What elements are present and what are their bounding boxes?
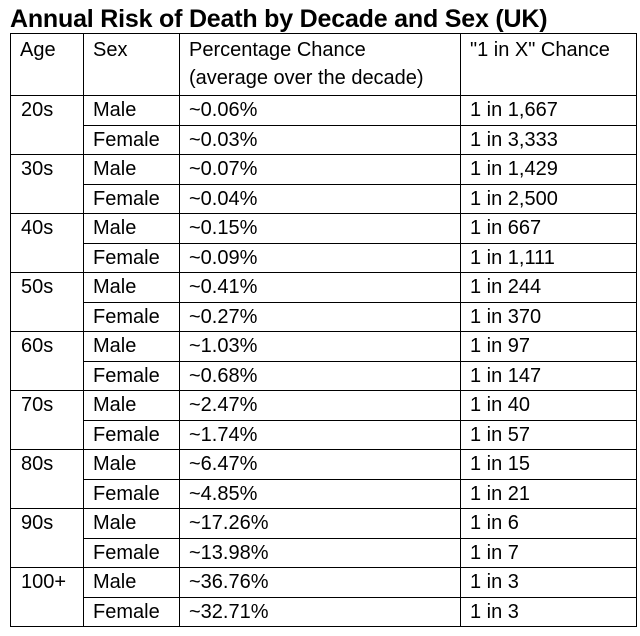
age-cell: 80s (10, 449, 84, 509)
age-cell: 100+ (10, 567, 84, 627)
percentage-cell: ~0.09% (179, 242, 461, 273)
percentage-cell: ~36.76% (179, 567, 461, 598)
one-in-x-cell: 1 in 1,667 (460, 95, 637, 126)
sex-cell: Female (83, 419, 180, 450)
table-row: 60s Male ~1.03% 1 in 97 (10, 331, 637, 391)
one-in-x-cell: 1 in 1,429 (460, 154, 637, 185)
table-row: 70s Male ~2.47% 1 in 40 (10, 390, 637, 450)
sex-cell: Male (83, 213, 180, 244)
one-in-x-cell: 1 in 57 (460, 419, 637, 450)
age-cell: 50s (10, 272, 84, 332)
table-row: Female ~0.27% 1 in 370 (11, 301, 637, 332)
percentage-cell: ~17.26% (179, 508, 461, 539)
table-row: Female ~0.09% 1 in 1,111 (11, 242, 637, 273)
one-in-x-cell: 1 in 244 (460, 272, 637, 303)
sex-cell: Female (83, 242, 180, 273)
table-row: 40s Male ~0.15% 1 in 667 (10, 213, 637, 273)
table-body: 20s Male ~0.06% 1 in 1,667 Female ~0.03% 1 in … (10, 95, 637, 627)
table-row: Female ~1.74% 1 in 57 (11, 419, 637, 450)
age-cell: 20s (10, 95, 84, 155)
header-age: Age (10, 33, 84, 96)
table-row: 50s Male ~0.41% 1 in 244 (10, 272, 637, 332)
one-in-x-cell: 1 in 40 (460, 390, 637, 421)
sex-cell: Male (83, 567, 180, 598)
one-in-x-cell: 1 in 147 (460, 360, 637, 391)
header-percentage-line2: (average over the decade) (189, 67, 424, 89)
sex-cell: Female (83, 478, 180, 509)
percentage-cell: ~1.74% (179, 419, 461, 450)
risk-table: Age Sex Percentage Chance (average over … (10, 33, 637, 627)
header-one-in-x: "1 in X" Chance (460, 33, 637, 96)
age-cell: 30s (10, 154, 84, 214)
sex-cell: Female (83, 360, 180, 391)
header-row: Age Sex Percentage Chance (average over … (10, 33, 637, 96)
header-sex: Sex (83, 33, 180, 96)
one-in-x-cell: 1 in 2,500 (460, 183, 637, 214)
percentage-cell: ~0.27% (179, 301, 461, 332)
table-row: 30s Male ~0.07% 1 in 1,429 (10, 154, 637, 214)
sex-cell: Male (83, 508, 180, 539)
one-in-x-cell: 1 in 6 (460, 508, 637, 539)
one-in-x-cell: 1 in 21 (460, 478, 637, 509)
header-percentage-line1: Percentage Chance (189, 39, 366, 61)
percentage-cell: ~1.03% (179, 331, 461, 362)
table-row: Female ~13.98% 1 in 7 (11, 537, 637, 568)
one-in-x-cell: 1 in 3,333 (460, 124, 637, 155)
sex-cell: Female (83, 596, 180, 627)
table-row: 100+ Male ~36.76% 1 in 3 (10, 567, 637, 627)
one-in-x-cell: 1 in 3 (460, 596, 637, 627)
table-row: 80s Male ~6.47% 1 in 15 (10, 449, 637, 509)
percentage-cell: ~0.15% (179, 213, 461, 244)
sex-cell: Female (83, 183, 180, 214)
table-row: Female ~0.03% 1 in 3,333 (11, 124, 637, 155)
age-cell: 90s (10, 508, 84, 568)
percentage-cell: ~13.98% (179, 537, 461, 568)
sex-cell: Male (83, 449, 180, 480)
header-percentage: Percentage Chance (average over the deca… (179, 33, 461, 96)
one-in-x-cell: 1 in 15 (460, 449, 637, 480)
age-cell: 40s (10, 213, 84, 273)
one-in-x-cell: 1 in 667 (460, 213, 637, 244)
percentage-cell: ~32.71% (179, 596, 461, 627)
table-row: Female ~32.71% 1 in 3 (11, 596, 637, 627)
percentage-cell: ~0.04% (179, 183, 461, 214)
percentage-cell: ~0.03% (179, 124, 461, 155)
percentage-cell: ~0.07% (179, 154, 461, 185)
percentage-cell: ~0.68% (179, 360, 461, 391)
sex-cell: Female (83, 124, 180, 155)
sex-cell: Female (83, 537, 180, 568)
page-title: Annual Risk of Death by Decade and Sex (… (10, 5, 548, 33)
table-row: Female ~0.04% 1 in 2,500 (11, 183, 637, 214)
percentage-cell: ~6.47% (179, 449, 461, 480)
sex-cell: Male (83, 331, 180, 362)
sex-cell: Male (83, 272, 180, 303)
sex-cell: Male (83, 390, 180, 421)
percentage-cell: ~0.41% (179, 272, 461, 303)
one-in-x-cell: 1 in 370 (460, 301, 637, 332)
table-row: Female ~0.68% 1 in 147 (11, 360, 637, 391)
age-cell: 60s (10, 331, 84, 391)
sex-cell: Male (83, 95, 180, 126)
percentage-cell: ~4.85% (179, 478, 461, 509)
percentage-cell: ~0.06% (179, 95, 461, 126)
table-row: 20s Male ~0.06% 1 in 1,667 (10, 95, 637, 155)
table-row: 90s Male ~17.26% 1 in 6 (10, 508, 637, 568)
percentage-cell: ~2.47% (179, 390, 461, 421)
one-in-x-cell: 1 in 97 (460, 331, 637, 362)
one-in-x-cell: 1 in 7 (460, 537, 637, 568)
sex-cell: Female (83, 301, 180, 332)
age-cell: 70s (10, 390, 84, 450)
sex-cell: Male (83, 154, 180, 185)
one-in-x-cell: 1 in 1,111 (460, 242, 637, 273)
table-row: Female ~4.85% 1 in 21 (11, 478, 637, 509)
one-in-x-cell: 1 in 3 (460, 567, 637, 598)
